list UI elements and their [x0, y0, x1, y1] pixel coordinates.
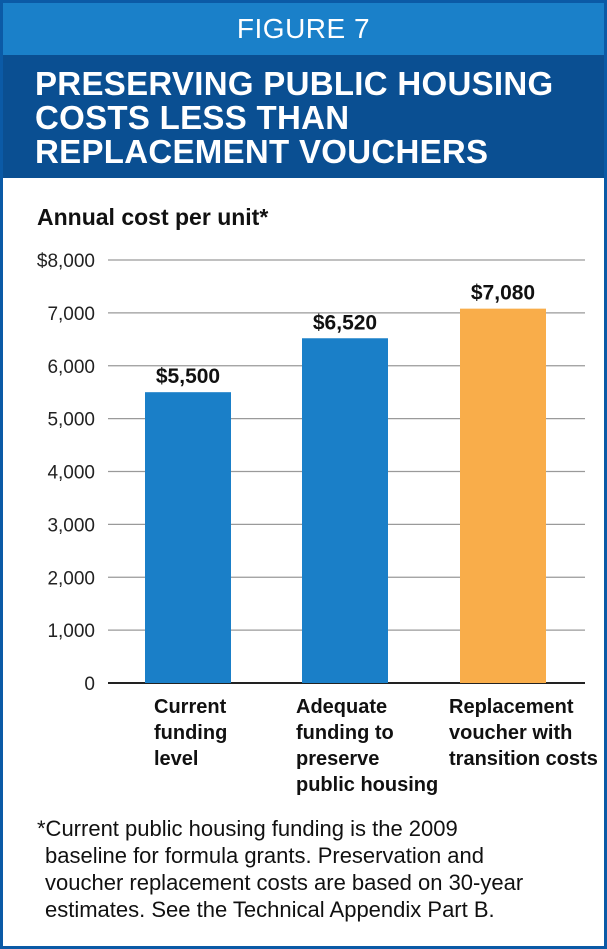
- footnote: *Current public housing funding is the 2…: [37, 815, 597, 923]
- data-label: $5,500: [156, 365, 220, 388]
- y-tick-label: $8,000: [37, 251, 95, 272]
- y-tick-label: 3,000: [47, 515, 95, 536]
- title-line-1: PRESERVING PUBLIC HOUSING: [35, 65, 554, 102]
- y-tick-label: 7,000: [47, 304, 95, 325]
- y-tick-label: 1,000: [47, 621, 95, 642]
- bar: [145, 392, 231, 683]
- x-tick-label: Current: [154, 696, 227, 718]
- x-tick-label: preserve: [296, 748, 379, 770]
- y-axis-title: Annual cost per unit*: [37, 204, 268, 230]
- x-tick-label: funding to: [296, 722, 394, 744]
- title-line-2: COSTS LESS THAN: [35, 99, 350, 136]
- bar-chart: Annual cost per unit* 0 1,000 2,000 3,000 4,…: [37, 204, 598, 796]
- footnote-line-2: baseline for formula grants. Preservatio…: [45, 843, 485, 868]
- title-band: PRESERVING PUBLIC HOUSING COSTS LESS THA…: [3, 55, 604, 178]
- x-tick-label: transition costs: [449, 748, 598, 770]
- data-label: $6,520: [313, 311, 377, 334]
- y-tick-label: 5,000: [47, 410, 95, 431]
- chart-title: PRESERVING PUBLIC HOUSING COSTS LESS THA…: [35, 67, 595, 169]
- x-tick-label: level: [154, 748, 198, 770]
- y-tick-label: 4,000: [47, 463, 95, 484]
- y-tick-label: 0: [84, 674, 95, 695]
- x-tick-label: Replacement: [449, 696, 574, 718]
- bar: [302, 338, 388, 683]
- x-tick-label: Adequate: [296, 696, 387, 718]
- footnote-line-1: *Current public housing funding is the 2…: [37, 816, 458, 841]
- footnote-line-4: estimates. See the Technical Appendix Pa…: [45, 897, 495, 922]
- title-line-3: REPLACEMENT VOUCHERS: [35, 133, 489, 170]
- data-label: $7,080: [471, 282, 535, 305]
- y-tick-label: 6,000: [47, 357, 95, 378]
- y-tick-label: 2,000: [47, 568, 95, 589]
- x-tick-label: funding: [154, 722, 227, 744]
- footnote-line-3: voucher replacement costs are based on 3…: [45, 870, 524, 895]
- bar: [460, 308, 546, 683]
- x-tick-label: voucher with: [449, 722, 572, 744]
- x-tick-label: public housing: [296, 774, 438, 796]
- figure-label: FIGURE 7: [3, 3, 604, 55]
